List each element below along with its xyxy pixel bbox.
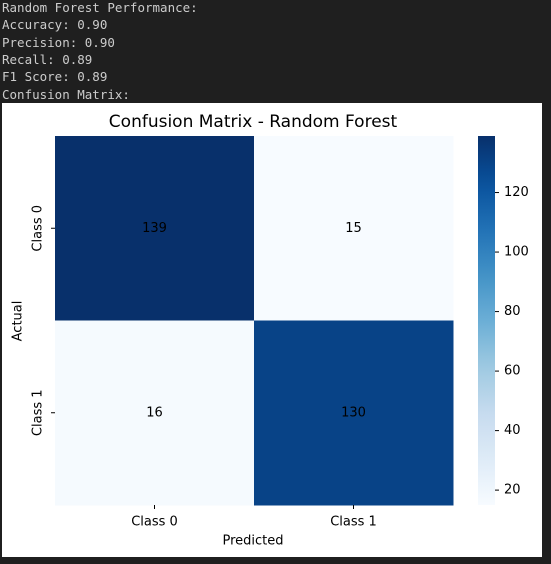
- output-line: F1 Score: 0.89: [2, 69, 108, 84]
- heatmap-cell: [254, 320, 454, 506]
- colorbar-tick-label: 100: [504, 245, 529, 260]
- output-line: Accuracy: 0.90: [2, 17, 108, 32]
- y-tick-label: Class 1: [31, 389, 46, 436]
- colorbar-tick-label: 60: [504, 364, 521, 379]
- output-line: Random Forest Performance:: [2, 0, 198, 15]
- y-tick-label: Class 0: [31, 205, 46, 252]
- output-line: Recall: 0.89: [2, 52, 93, 67]
- cell-label: 130: [341, 405, 366, 420]
- colorbar: [478, 136, 495, 505]
- y-axis-label: Actual: [11, 301, 26, 342]
- colorbar-tick-label: 80: [504, 304, 521, 319]
- heatmap-cell: [254, 136, 454, 321]
- output-line: Confusion Matrix:: [2, 87, 130, 102]
- cell-label: 15: [345, 221, 362, 236]
- colorbar-tick-label: 20: [504, 483, 521, 498]
- x-axis-label: Predicted: [222, 534, 283, 549]
- cell-label: 139: [142, 221, 167, 236]
- output-line: Precision: 0.90: [2, 35, 115, 50]
- x-tick-label: Class 0: [131, 515, 178, 530]
- heatmap-cell: [55, 136, 255, 321]
- heatmap-cell: [55, 320, 255, 506]
- cell-label: 16: [146, 405, 163, 420]
- colorbar-tick-label: 120: [504, 185, 529, 200]
- x-tick-label: Class 1: [330, 515, 377, 530]
- chart-title: Confusion Matrix - Random Forest: [109, 112, 398, 132]
- colorbar-tick-label: 40: [504, 423, 521, 438]
